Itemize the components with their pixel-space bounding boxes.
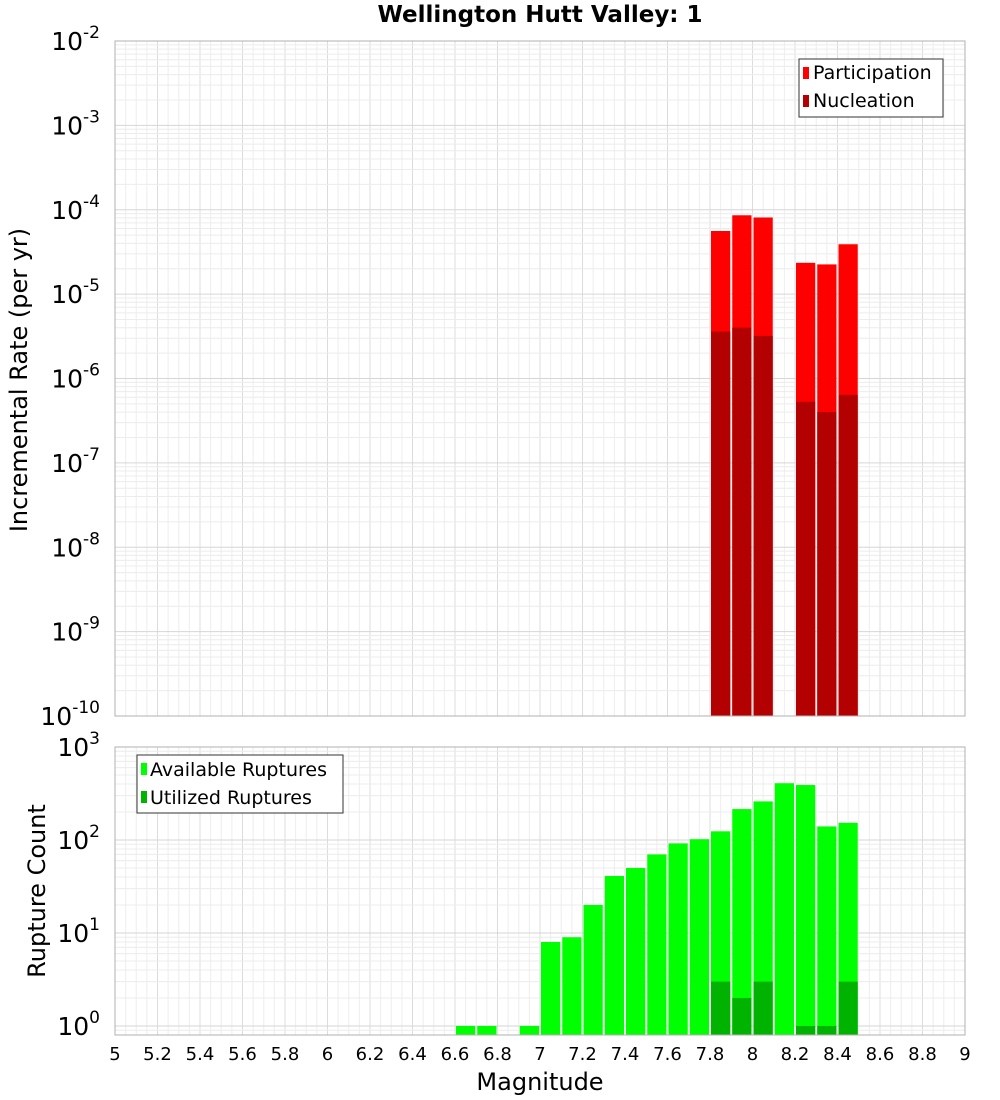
bottom-plot-border bbox=[114, 746, 966, 1036]
x-tick-label: 8.6 bbox=[866, 1044, 895, 1065]
bottom-series-b-bar bbox=[753, 981, 773, 1035]
top-y-tick-label: 10-7 bbox=[51, 445, 100, 478]
bottom-y-ticks: 100 101 102 103 bbox=[57, 729, 100, 1041]
top-series-b-bar bbox=[753, 335, 773, 716]
bottom-y-tick-label: 101 bbox=[57, 915, 100, 948]
bottom-series-b-bar bbox=[796, 1025, 816, 1035]
x-tick-label: 8.2 bbox=[781, 1044, 810, 1065]
bottom-series-a-bar bbox=[604, 876, 624, 1035]
top-y-tick-label: 10-8 bbox=[51, 529, 100, 562]
bottom-bars bbox=[456, 783, 858, 1035]
bottom-series-a-bar bbox=[817, 826, 837, 1035]
x-tick-label: 7.6 bbox=[653, 1044, 682, 1065]
top-series-b-bar bbox=[796, 401, 816, 716]
bottom-y-tick-label: 102 bbox=[57, 822, 100, 855]
top-bars bbox=[711, 215, 858, 717]
bottom-y-axis-label: Rupture Count bbox=[23, 804, 51, 978]
bottom-series-a-bar bbox=[753, 801, 773, 1035]
available-ruptures-legend-swatch bbox=[141, 763, 147, 775]
top-legend: Participation Nucleation bbox=[798, 58, 944, 118]
x-tick-label: 7.4 bbox=[611, 1044, 640, 1065]
bottom-y-tick-label: 100 bbox=[57, 1008, 100, 1041]
top-series-b-bar bbox=[711, 331, 731, 716]
top-legend-box bbox=[798, 58, 944, 118]
top-y-tick-label: 10-9 bbox=[51, 614, 100, 647]
bottom-legend-box bbox=[136, 754, 344, 814]
top-y-tick-label: 10-5 bbox=[51, 276, 100, 309]
bottom-series-a-bar bbox=[796, 785, 816, 1035]
nucleation-legend-swatch bbox=[803, 95, 809, 107]
bottom-series-a-bar bbox=[456, 1025, 476, 1035]
x-tick-label: 7.8 bbox=[696, 1044, 725, 1065]
top-series-b-bar bbox=[817, 412, 837, 716]
top-y-ticks: 10-10 10-9 10-8 10-7 10-6 10-5 10-4 10-3 10-2 bbox=[40, 23, 100, 731]
x-tick-label: 8.8 bbox=[908, 1044, 937, 1065]
bottom-series-b-bar bbox=[732, 997, 752, 1035]
top-y-tick-label: 10-3 bbox=[51, 107, 100, 140]
x-tick-label: 6.8 bbox=[483, 1044, 512, 1065]
bottom-series-a-bar bbox=[732, 809, 752, 1035]
utilized-ruptures-legend-swatch bbox=[141, 791, 147, 803]
x-tick-label: 5 bbox=[109, 1044, 120, 1065]
top-series-b-bar bbox=[838, 394, 858, 716]
bottom-series-a-bar bbox=[626, 867, 646, 1035]
top-y-axis-label: Incremental Rate (per yr) bbox=[5, 228, 33, 532]
utilized-ruptures-legend-label: Utilized Ruptures bbox=[150, 787, 312, 809]
x-tick-label: 9 bbox=[959, 1044, 970, 1065]
x-tick-label: 6.2 bbox=[356, 1044, 385, 1065]
x-tick-label: 5.2 bbox=[143, 1044, 172, 1065]
bottom-series-a-bar bbox=[647, 854, 667, 1035]
bottom-series-a-bar bbox=[774, 783, 794, 1035]
available-ruptures-legend-label: Available Ruptures bbox=[150, 759, 327, 781]
top-plot-border bbox=[114, 40, 966, 717]
x-tick-label: 5.6 bbox=[228, 1044, 257, 1065]
x-tick-label: 6.6 bbox=[441, 1044, 470, 1065]
chart-title: Wellington Hutt Valley: 1 bbox=[377, 2, 702, 28]
bottom-series-a-bar bbox=[477, 1025, 497, 1035]
bottom-series-b-bar bbox=[838, 981, 858, 1035]
x-tick-label: 5.8 bbox=[271, 1044, 300, 1065]
x-tick-label: 8 bbox=[747, 1044, 758, 1065]
participation-legend-swatch bbox=[803, 67, 809, 79]
top-y-tick-label: 10-6 bbox=[51, 361, 100, 394]
bottom-series-a-bar bbox=[689, 839, 709, 1035]
x-tick-label: 6 bbox=[322, 1044, 333, 1065]
x-tick-label: 7 bbox=[534, 1044, 545, 1065]
bottom-series-a-bar bbox=[583, 904, 603, 1035]
x-tick-label: 7.2 bbox=[568, 1044, 597, 1065]
bottom-series-b-bar bbox=[711, 981, 731, 1035]
bottom-series-a-bar bbox=[562, 937, 582, 1035]
bottom-panel: 100 101 102 103 5 5.2 5.4 5.6 5.8 6 6.2 6.4 6.6 6.8 7… bbox=[23, 729, 971, 1096]
nucleation-legend-label: Nucleation bbox=[813, 90, 915, 112]
top-y-tick-label: 10-10 bbox=[40, 698, 100, 731]
bottom-series-a-bar bbox=[668, 843, 688, 1035]
bottom-legend: Available Ruptures Utilized Ruptures bbox=[136, 754, 344, 814]
top-series-b-bar bbox=[732, 327, 752, 716]
top-y-tick-label: 10-4 bbox=[51, 192, 100, 225]
participation-legend-label: Participation bbox=[813, 62, 932, 84]
x-tick-label: 5.4 bbox=[186, 1044, 215, 1065]
x-axis-label: Magnitude bbox=[476, 1068, 603, 1096]
top-y-tick-label: 10-2 bbox=[51, 23, 100, 56]
bottom-series-a-bar bbox=[519, 1025, 539, 1035]
x-ticks: 5 5.2 5.4 5.6 5.8 6 6.2 6.4 6.6 6.8 7 7.2 7.4 7.6 7.8 8… bbox=[109, 1044, 970, 1065]
x-tick-label: 8.4 bbox=[823, 1044, 852, 1065]
bottom-series-a-bar bbox=[541, 942, 561, 1035]
bottom-series-b-bar bbox=[817, 1025, 837, 1035]
bottom-y-tick-label: 103 bbox=[57, 729, 100, 762]
top-panel: 10-10 10-9 10-8 10-7 10-6 10-5 10-4 10-3 10-2 In… bbox=[5, 23, 966, 731]
x-tick-label: 6.4 bbox=[398, 1044, 427, 1065]
top-grid bbox=[114, 40, 966, 717]
